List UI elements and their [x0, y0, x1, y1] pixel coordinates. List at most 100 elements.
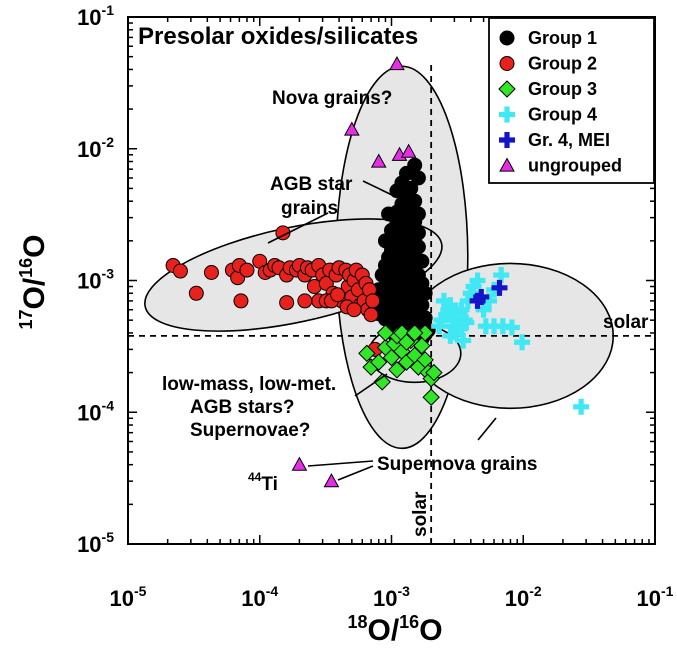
- data-point: [370, 153, 387, 168]
- legend-marker-0: [499, 30, 515, 46]
- ti-label: 44Ti: [248, 470, 278, 495]
- ti-leader-2: [337, 465, 374, 481]
- data-point: [397, 333, 416, 351]
- legend-marker-2: [498, 80, 516, 98]
- lowmass-label-line1: low-mass, low-met.: [162, 374, 336, 395]
- series-1: [165, 225, 383, 357]
- x-tick-label: 10-5: [110, 583, 147, 611]
- data-point: [373, 373, 391, 391]
- data-point: [346, 302, 362, 318]
- legend-box: [488, 17, 655, 184]
- data-point: [405, 324, 424, 342]
- data-point: [413, 336, 431, 355]
- series-2: [358, 324, 443, 406]
- data-point: [503, 319, 520, 336]
- data-point: [389, 55, 405, 71]
- data-point: [442, 297, 459, 314]
- data-point: [435, 292, 452, 309]
- lowmass-label-line2: AGB stars?: [190, 397, 295, 418]
- legend-marker-3: [499, 106, 515, 123]
- data-point: [459, 292, 476, 309]
- legend-label-0: Group 1: [528, 28, 597, 48]
- x-axis-title: 18O/16O: [347, 612, 442, 647]
- data-point: [188, 285, 204, 301]
- data-point: [462, 285, 479, 302]
- solar-y-label: solar: [603, 312, 649, 333]
- data-point: [433, 312, 450, 329]
- agb-leader: [362, 180, 393, 196]
- lowmass-leader: [354, 373, 388, 397]
- x-tick-label: 10-2: [505, 583, 542, 611]
- data-point: [469, 272, 486, 289]
- data-point: [358, 344, 376, 363]
- data-point: [486, 318, 503, 335]
- data-point: [422, 388, 440, 406]
- chart-title: Presolar oxides/silicates: [138, 23, 418, 50]
- y-axis-title: 17O/16O: [16, 234, 51, 329]
- data-point: [491, 279, 508, 296]
- legend-label-4: Gr. 4, MEI: [528, 130, 610, 150]
- y-tick-label: 10-2: [77, 134, 114, 162]
- data-point: [343, 121, 360, 136]
- data-point: [494, 318, 511, 335]
- data-point: [410, 170, 426, 186]
- data-point: [514, 334, 531, 351]
- data-point: [279, 295, 295, 311]
- data-point: [465, 278, 482, 295]
- data-point: [451, 320, 468, 337]
- agb-label-line2: grains: [281, 198, 338, 219]
- solar-x-label: solar: [410, 491, 431, 537]
- axis-tick-labels: 10-5 10-4 10-3 10-2 10-1 10-5 10-4 10-3 10-2 10-1: [77, 2, 674, 611]
- data-point: [453, 301, 470, 318]
- data-point: [388, 361, 406, 379]
- legend: Group 1 Group 2 Group 3 Group 4 Gr. 4, MEI un…: [488, 17, 655, 184]
- annotation-leaders: [267, 180, 497, 481]
- legend-marker-1: [499, 56, 515, 71]
- y-tick-label: 10-5: [77, 529, 114, 557]
- series-5: [291, 55, 417, 488]
- data-point: [448, 324, 465, 341]
- data-point: [323, 473, 340, 488]
- nova-label: Nova grains?: [272, 88, 392, 109]
- data-point: [493, 267, 510, 284]
- data-points: [165, 55, 590, 488]
- legend-label-1: Group 2: [528, 54, 597, 74]
- legend-marker-5: [499, 157, 515, 172]
- data-point: [442, 327, 459, 344]
- legend-label-5: ungrouped: [528, 156, 622, 176]
- legend-label-3: Group 4: [528, 105, 597, 125]
- ti-leader-1: [307, 460, 374, 467]
- y-tick-label: 10-3: [77, 266, 114, 294]
- data-point: [370, 353, 388, 371]
- agb-label-line1: AGB star: [270, 174, 353, 195]
- lowmass-label-line3: Supernovae?: [190, 420, 310, 441]
- x-tick-label: 10-3: [373, 583, 410, 611]
- data-point: [363, 307, 379, 323]
- y-tick-label: 10-1: [77, 2, 114, 30]
- x-tick-label: 10-4: [241, 583, 278, 611]
- data-point: [400, 143, 417, 158]
- x-tick-label: 10-1: [637, 583, 674, 611]
- data-point: [455, 332, 472, 349]
- data-point: [233, 293, 249, 309]
- y-tick-label: 10-4: [77, 397, 114, 425]
- data-point: [203, 265, 219, 281]
- data-point: [425, 363, 443, 382]
- data-point: [365, 293, 381, 309]
- solar-reference-lines: [128, 65, 655, 544]
- data-point: [477, 318, 494, 335]
- data-point: [172, 263, 188, 279]
- legend-marker-4: [499, 132, 515, 148]
- data-point: [469, 292, 486, 309]
- data-point: [481, 292, 498, 309]
- series-4: [469, 279, 508, 309]
- data-point: [475, 301, 492, 318]
- data-point: [291, 456, 308, 471]
- legend-label-2: Group 3: [528, 79, 597, 99]
- supernova-label: Supernova grains: [377, 454, 538, 475]
- supernova-leader: [477, 417, 497, 441]
- data-point: [458, 314, 475, 331]
- data-point: [473, 288, 490, 305]
- data-point: [450, 306, 467, 323]
